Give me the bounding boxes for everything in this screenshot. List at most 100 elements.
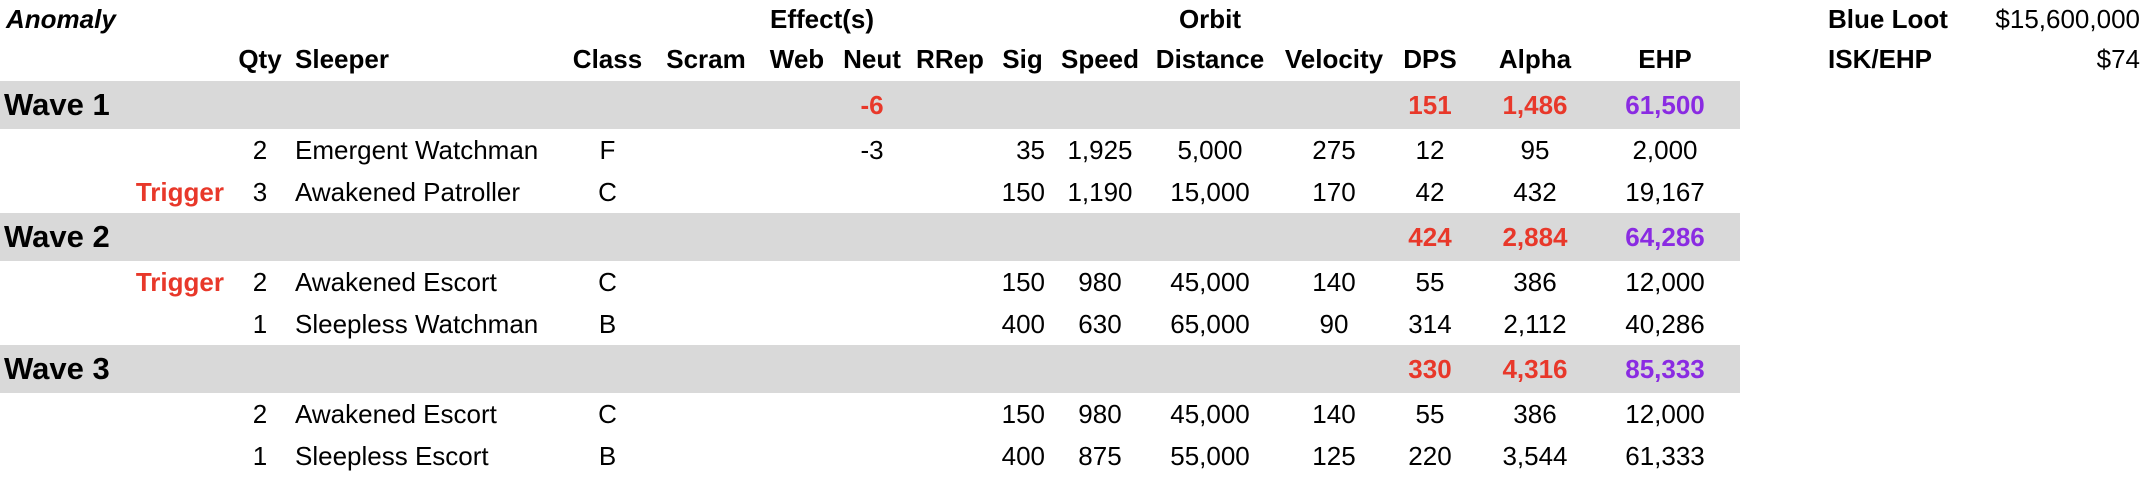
column-header-alpha: Alpha: [1498, 43, 1572, 74]
sig-cell: 150: [1001, 398, 1045, 429]
column-header-velocity: Velocity: [1284, 43, 1384, 74]
table-row: 1 Sleepless Watchman B 400 630 65,000 90…: [0, 303, 1740, 345]
wave-neut: [837, 213, 907, 261]
class-cell: C: [598, 176, 617, 207]
column-header-web: Web: [769, 43, 825, 74]
isk-ehp-label: ISK/EHP: [1828, 43, 1933, 74]
ehp-cell: 40,286: [1625, 308, 1705, 339]
wave-alpha: 2,884: [1502, 221, 1568, 252]
trigger-label: [100, 303, 224, 345]
distance-cell: 15,000: [1170, 176, 1250, 207]
qty-cell: 1: [252, 440, 268, 471]
table-row: 2 Awakened Escort C 150 980 45,000 140 5…: [0, 393, 1740, 435]
blue-loot-label: Blue Loot: [1828, 3, 1948, 34]
wave-alpha: 4,316: [1502, 353, 1568, 384]
table-row: 1 Sleepless Escort B 400 875 55,000 125 …: [0, 435, 1740, 477]
sig-cell: 150: [1001, 176, 1045, 207]
speed-cell: 980: [1078, 266, 1122, 297]
ehp-cell: 12,000: [1625, 398, 1705, 429]
qty-cell: 2: [252, 134, 268, 165]
ehp-cell: 61,333: [1625, 440, 1705, 471]
ehp-cell: 12,000: [1625, 266, 1705, 297]
wave-ehp: 64,286: [1625, 221, 1705, 252]
wave-label: Wave 1: [4, 87, 110, 122]
column-header-speed: Speed: [1060, 43, 1140, 74]
class-cell: C: [598, 398, 617, 429]
header-row-columns: Qty Sleeper Class Scram Web Neut RRep Si…: [0, 38, 1740, 80]
velocity-cell: 125: [1312, 440, 1356, 471]
ehp-cell: 2,000: [1632, 134, 1698, 165]
wave-neut: -6: [860, 89, 884, 120]
ehp-cell: 19,167: [1625, 176, 1705, 207]
wave-dps: 330: [1408, 353, 1452, 384]
sleeper-cell: Emergent Watchman: [295, 134, 539, 165]
column-header-class: Class: [572, 43, 643, 74]
table-row: Trigger 3 Awakened Patroller C 150 1,190…: [0, 171, 1740, 213]
sleeper-cell: Sleepless Watchman: [295, 308, 539, 339]
class-cell: B: [598, 308, 617, 339]
wave-row: Wave 1 -6 151 1,486 61,500: [0, 81, 1740, 129]
distance-cell: 45,000: [1170, 266, 1250, 297]
trigger-label: [100, 129, 224, 171]
orbit-group-label: Orbit: [1178, 3, 1242, 34]
column-header-rrep: RRep: [916, 43, 984, 74]
distance-cell: 65,000: [1170, 308, 1250, 339]
wave-ehp: 61,500: [1625, 89, 1705, 120]
speed-cell: 980: [1078, 398, 1122, 429]
velocity-cell: 140: [1312, 398, 1356, 429]
wave-row: Wave 3 330 4,316 85,333: [0, 345, 1740, 393]
class-cell: C: [598, 266, 617, 297]
trigger-label: [100, 393, 224, 435]
distance-cell: 5,000: [1177, 134, 1243, 165]
alpha-cell: 3,544: [1502, 440, 1568, 471]
sleeper-cell: Awakened Patroller: [295, 176, 520, 207]
speed-cell: 1,925: [1067, 134, 1133, 165]
alpha-cell: 386: [1513, 398, 1557, 429]
column-header-distance: Distance: [1155, 43, 1265, 74]
header-row-groups: Anomaly Effect(s) Orbit: [0, 0, 1740, 38]
trigger-label: Trigger: [135, 266, 224, 297]
velocity-cell: 275: [1312, 134, 1356, 165]
dps-cell: 55: [1415, 266, 1445, 297]
table-row: 2 Emergent Watchman F -3 35 1,925 5,000 …: [0, 129, 1740, 171]
neut-cell: [837, 303, 907, 345]
alpha-cell: 95: [1520, 134, 1550, 165]
column-header-neut: Neut: [843, 43, 901, 74]
trigger-label: [100, 435, 224, 477]
blue-loot-value: $15,600,000: [1995, 3, 2140, 34]
sig-cell: 35: [1016, 134, 1045, 165]
qty-cell: 2: [252, 398, 268, 429]
dps-cell: 314: [1408, 308, 1452, 339]
sleeper-cell: Awakened Escort: [295, 398, 497, 429]
distance-cell: 55,000: [1170, 440, 1250, 471]
neut-cell: -3: [860, 134, 884, 165]
sleeper-cell: Sleepless Escort: [295, 440, 489, 471]
velocity-cell: 140: [1312, 266, 1356, 297]
alpha-cell: 432: [1513, 176, 1557, 207]
speed-cell: 630: [1078, 308, 1122, 339]
column-header-sleeper: Sleeper: [295, 43, 389, 74]
class-cell: B: [598, 440, 617, 471]
qty-cell: 2: [252, 266, 268, 297]
dps-cell: 220: [1408, 440, 1452, 471]
column-header-scram: Scram: [666, 43, 746, 74]
qty-cell: 3: [252, 176, 268, 207]
trigger-label: Trigger: [135, 176, 224, 207]
wave-neut: [837, 345, 907, 393]
column-header-qty: Qty: [238, 43, 282, 74]
sig-cell: 150: [1001, 266, 1045, 297]
column-header-dps: DPS: [1403, 43, 1457, 74]
neut-cell: [837, 261, 907, 303]
speed-cell: 875: [1078, 440, 1122, 471]
sig-cell: 400: [1001, 308, 1045, 339]
sleeper-cell: Awakened Escort: [295, 266, 497, 297]
wave-alpha: 1,486: [1502, 89, 1568, 120]
wave-dps: 424: [1408, 221, 1452, 252]
alpha-cell: 386: [1513, 266, 1557, 297]
class-cell: F: [599, 134, 616, 165]
wave-label: Wave 3: [4, 351, 110, 386]
alpha-cell: 2,112: [1503, 308, 1567, 339]
wave-ehp: 85,333: [1625, 353, 1705, 384]
neut-cell: [837, 171, 907, 213]
